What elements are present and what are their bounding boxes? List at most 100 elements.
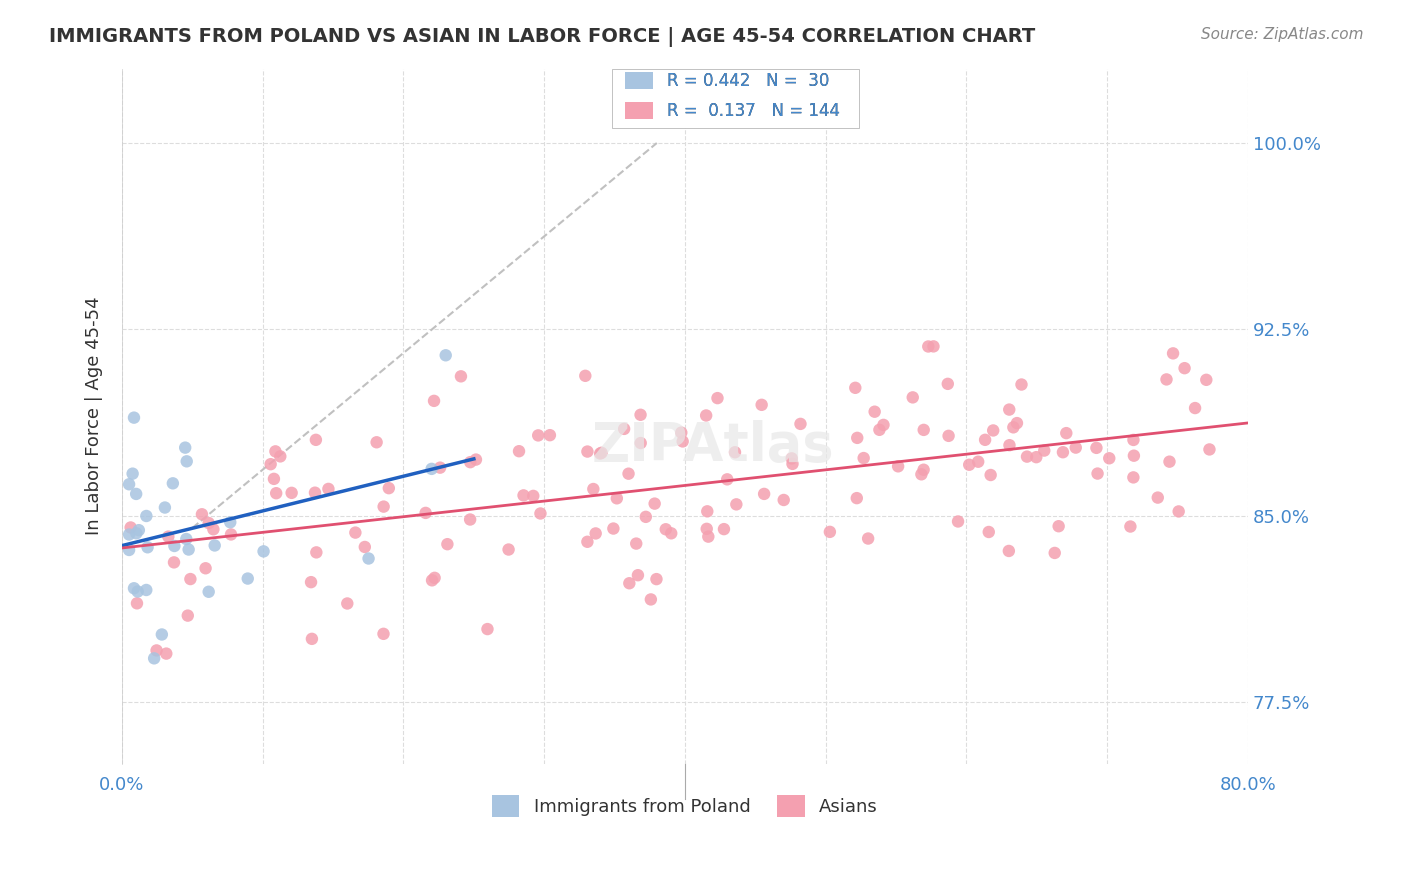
Point — [336, 597, 359, 611]
Point — [136, 541, 159, 555]
Point — [318, 482, 340, 496]
Legend: Immigrants from Poland, Asians: Immigrants from Poland, Asians — [485, 788, 884, 824]
Point — [582, 482, 605, 496]
Point — [1033, 443, 1056, 458]
Point — [695, 409, 717, 423]
Point — [415, 506, 437, 520]
Point — [977, 524, 1000, 539]
Point — [127, 584, 149, 599]
Text: 80.0%: 80.0% — [1219, 776, 1277, 794]
Point — [912, 463, 935, 477]
Point — [751, 398, 773, 412]
Point — [574, 368, 596, 383]
Point — [936, 376, 959, 391]
Text: 0.0%: 0.0% — [100, 776, 145, 794]
Point — [157, 530, 180, 544]
Point — [1002, 420, 1025, 434]
Point — [716, 472, 738, 486]
Point — [1005, 416, 1028, 430]
Point — [177, 542, 200, 557]
Point — [122, 410, 145, 425]
Point — [697, 530, 720, 544]
Point — [589, 446, 612, 460]
Point — [353, 540, 375, 554]
Point — [305, 433, 328, 447]
Point — [887, 459, 910, 474]
Point — [617, 467, 640, 481]
Point — [357, 551, 380, 566]
Point — [1087, 467, 1109, 481]
Point — [236, 572, 259, 586]
Point — [917, 339, 939, 353]
Point — [957, 458, 980, 472]
Point — [659, 526, 682, 541]
Point — [174, 441, 197, 455]
Point — [477, 622, 499, 636]
Point — [122, 581, 145, 595]
Point — [1085, 441, 1108, 455]
Point — [868, 423, 890, 437]
Point — [1025, 450, 1047, 465]
Point — [420, 462, 443, 476]
Point — [619, 576, 641, 591]
Bar — [626, 102, 654, 120]
Point — [938, 429, 960, 443]
Point — [901, 390, 924, 404]
Point — [155, 647, 177, 661]
Point — [671, 425, 693, 440]
Point — [1167, 504, 1189, 518]
Point — [1098, 451, 1121, 466]
Point — [145, 643, 167, 657]
Point — [591, 446, 613, 460]
Text: IMMIGRANTS FROM POLAND VS ASIAN IN LABOR FORCE | AGE 45-54 CORRELATION CHART: IMMIGRANTS FROM POLAND VS ASIAN IN LABOR… — [49, 27, 1035, 46]
Point — [922, 339, 945, 353]
Point — [630, 436, 652, 450]
Point — [529, 507, 551, 521]
Point — [498, 542, 520, 557]
Point — [872, 417, 894, 432]
Point — [980, 468, 1002, 483]
Point — [373, 627, 395, 641]
Point — [1156, 372, 1178, 386]
Point — [252, 544, 274, 558]
Text: R = 0.442   N =  30: R = 0.442 N = 30 — [666, 71, 830, 90]
Point — [1184, 401, 1206, 415]
Point — [696, 522, 718, 536]
Point — [219, 527, 242, 541]
Point — [1122, 470, 1144, 484]
Point — [856, 532, 879, 546]
Text: R =  0.137   N = 144: R = 0.137 N = 144 — [666, 102, 839, 120]
Point — [627, 568, 650, 582]
Point — [1054, 426, 1077, 441]
Point — [752, 487, 775, 501]
Point — [576, 534, 599, 549]
Point — [121, 467, 143, 481]
Point — [305, 545, 328, 559]
Point — [634, 509, 657, 524]
Point — [910, 467, 932, 482]
Point — [725, 497, 748, 511]
Point — [219, 515, 242, 529]
Point — [280, 486, 302, 500]
Point — [465, 452, 488, 467]
Point — [852, 451, 875, 466]
Point — [780, 451, 803, 466]
Point — [197, 584, 219, 599]
Point — [998, 402, 1021, 417]
Point — [436, 537, 458, 551]
Point — [602, 522, 624, 536]
Point — [118, 543, 141, 558]
Point — [423, 571, 446, 585]
Point — [706, 391, 728, 405]
Point — [655, 522, 678, 536]
Point — [912, 423, 935, 437]
Point — [301, 632, 323, 646]
Point — [863, 405, 886, 419]
Point — [194, 561, 217, 575]
Point — [1195, 373, 1218, 387]
Point — [1159, 455, 1181, 469]
Point — [946, 515, 969, 529]
Point — [204, 539, 226, 553]
Text: R =  0.137   N = 144: R = 0.137 N = 144 — [666, 102, 839, 120]
Point — [264, 486, 287, 500]
